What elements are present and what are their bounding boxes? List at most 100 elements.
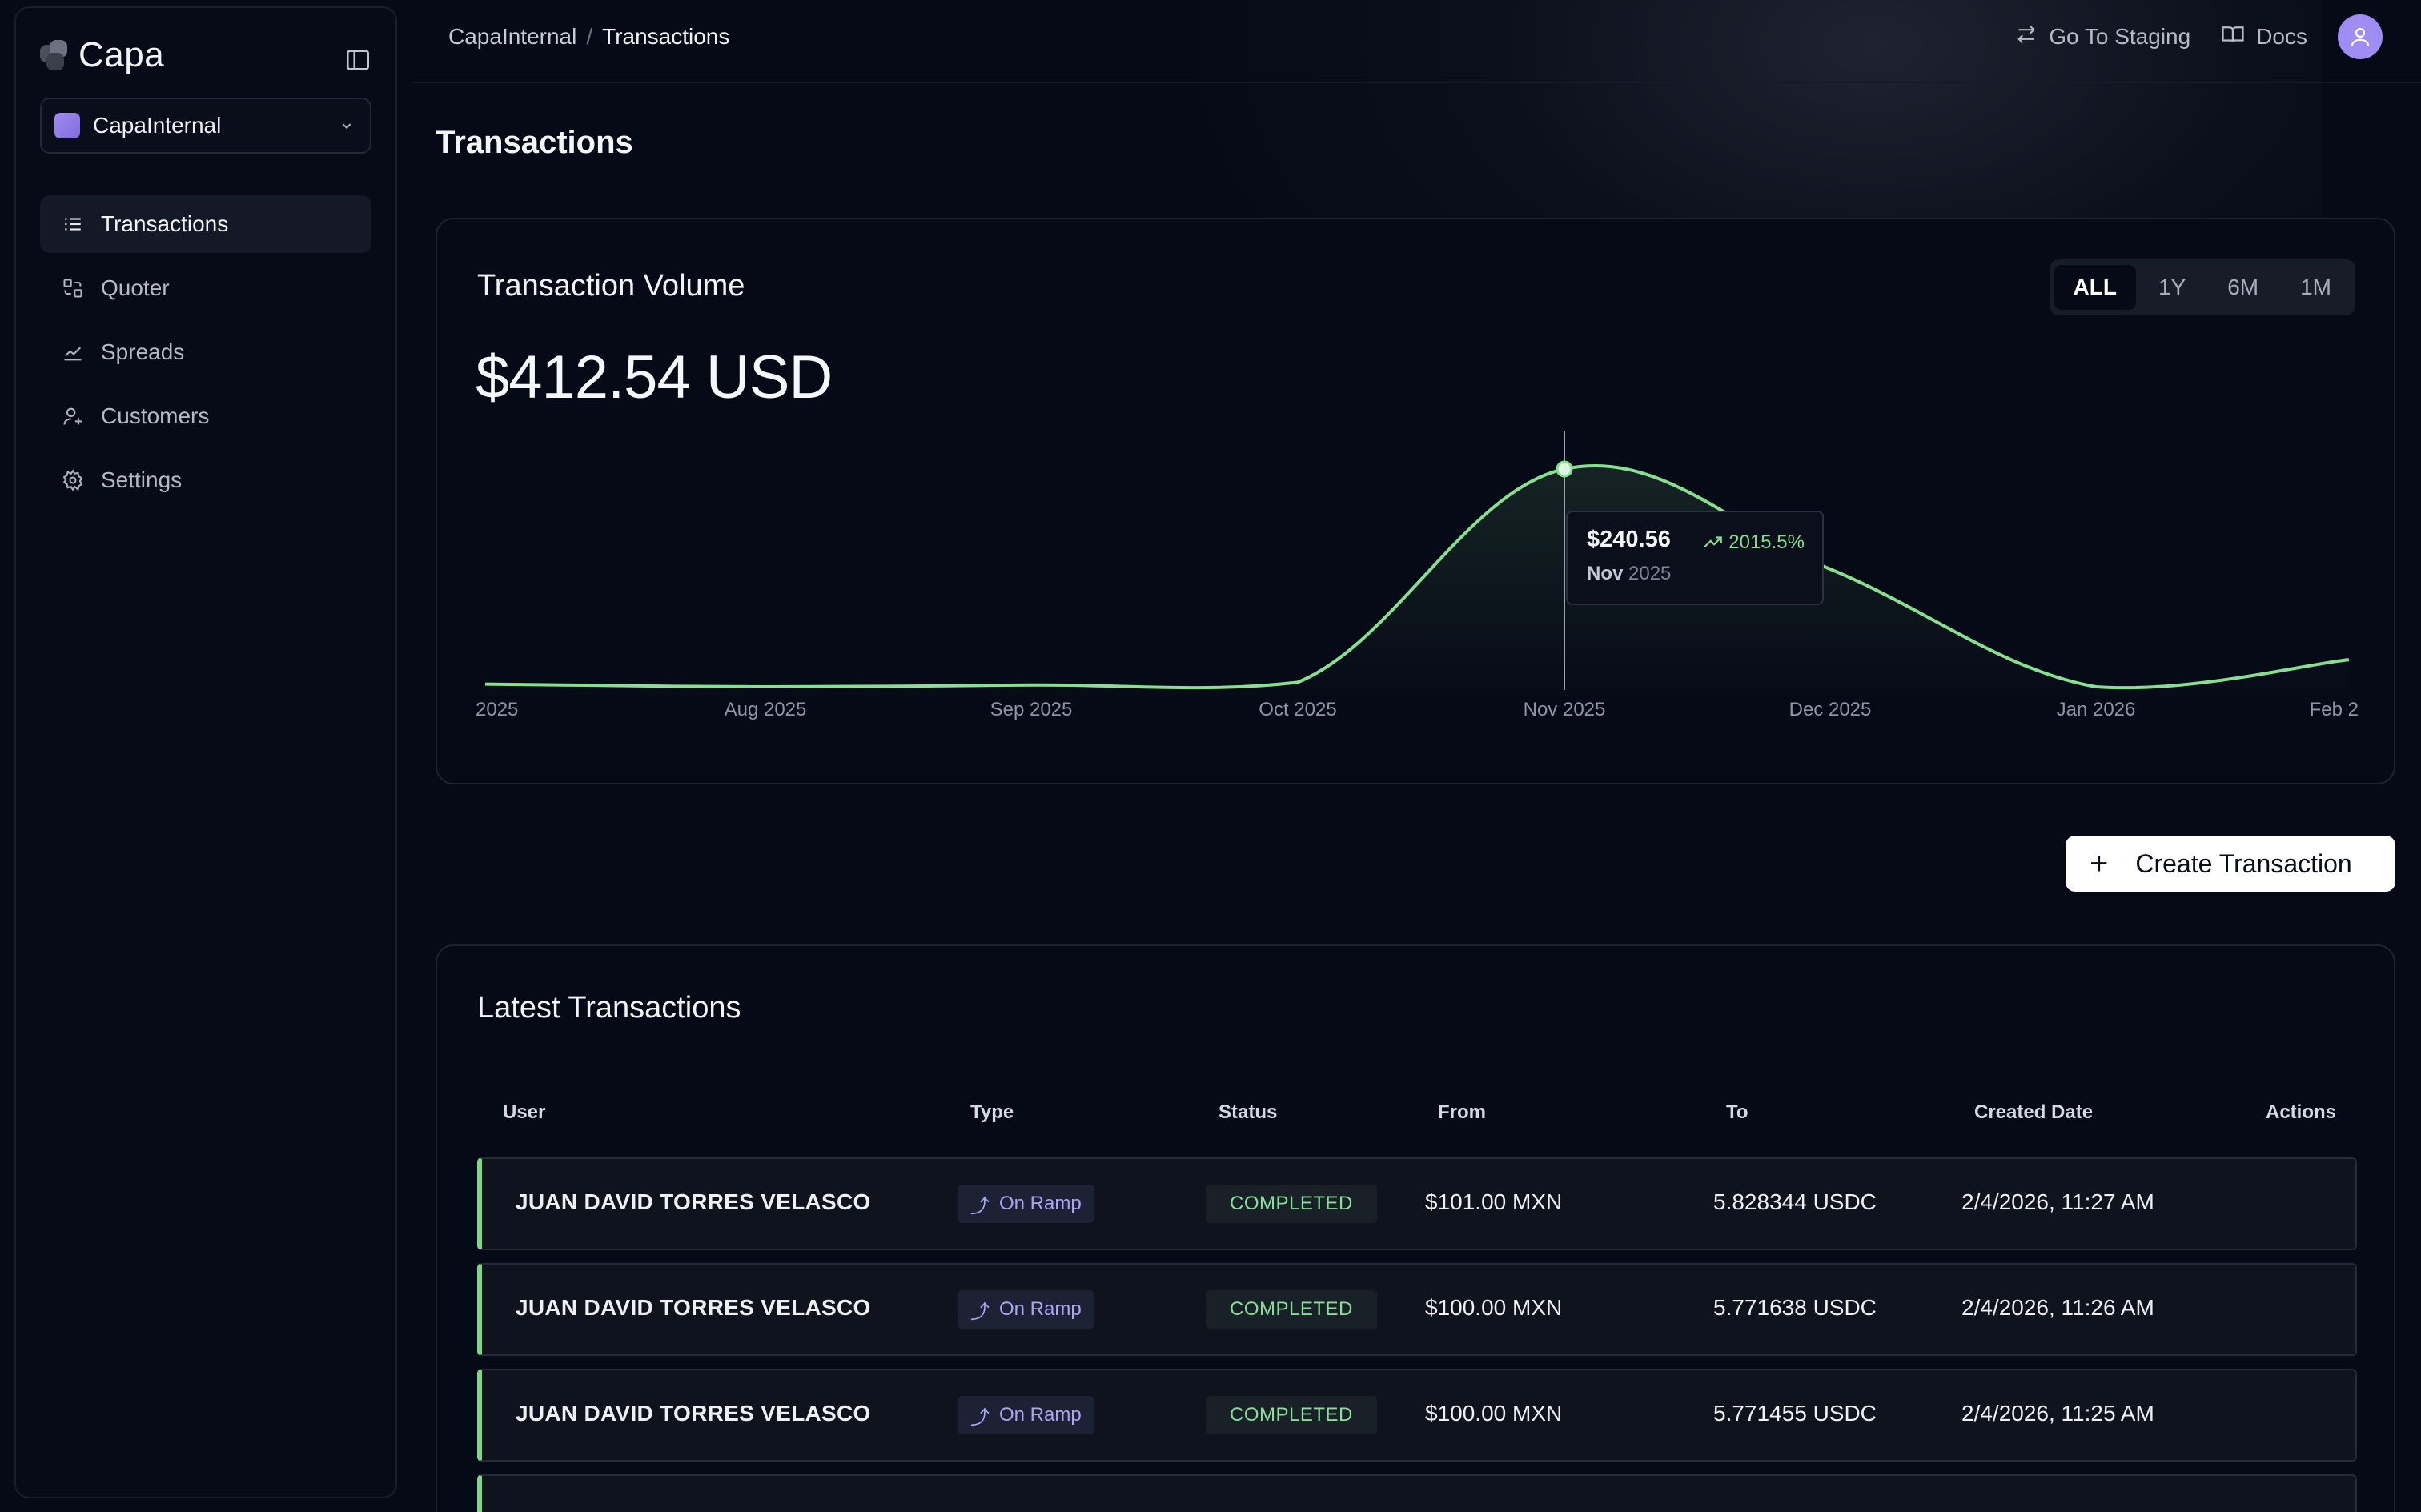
brand-name: Capa	[78, 35, 165, 74]
type-badge: ⤴ On Ramp	[958, 1396, 1094, 1434]
ramp-arrow-icon: ⤴	[970, 1301, 990, 1323]
sidebar-item-customers[interactable]: Customers	[40, 387, 371, 445]
cell-created-date: 2/4/2026, 11:25 AM	[1961, 1401, 2154, 1426]
ramp-arrow-icon: ⤴	[970, 1406, 990, 1429]
user-icon	[2351, 27, 2370, 46]
volume-line	[484, 463, 2350, 690]
type-badge: ⤴ On Ramp	[958, 1290, 1094, 1329]
cell-user: JUAN DAVID TORRES VELASCO	[516, 1401, 871, 1426]
column-header-user: User	[503, 1101, 546, 1123]
sidebar-toggle-icon[interactable]	[344, 46, 371, 74]
status-badge: COMPLETED	[1206, 1185, 1377, 1223]
x-tick-label: 2025	[476, 699, 518, 720]
docs-link[interactable]: Docs	[2221, 22, 2307, 52]
cell-created-date: 2/4/2026, 11:26 AM	[1961, 1295, 2154, 1320]
list-icon	[61, 212, 85, 236]
org-selector[interactable]: CapaInternal	[40, 98, 371, 154]
cell-from: $101.00 MXN	[1425, 1189, 1563, 1214]
cell-created-date: 2/4/2026, 11:27 AM	[1961, 1189, 2154, 1214]
cell-to: 5.771638 USDC	[1713, 1295, 1877, 1320]
create-transaction-label: Create Transaction	[2135, 848, 2352, 878]
transaction-volume-card: Transaction Volume $412.54 USD ALL 1Y 6M…	[436, 218, 2395, 784]
type-label: On Ramp	[999, 1404, 1082, 1426]
user-avatar[interactable]	[2338, 14, 2383, 59]
table-row[interactable]: JUAN DAVID TORRES VELASCO ⤴ On Ramp COMPL…	[477, 1157, 2357, 1250]
quoter-icon	[61, 276, 85, 300]
range-tab-1m[interactable]: 1M	[2300, 275, 2331, 299]
range-tab-6m[interactable]: 6M	[2227, 275, 2259, 299]
tooltip-change: 2015.5%	[1703, 531, 1805, 554]
top-bar: CapaInternal / Transactions Go To Stagin…	[412, 0, 2421, 83]
column-header-status: Status	[1219, 1101, 1278, 1123]
trending-up-icon	[1704, 536, 1723, 548]
x-tick-label: Nov 2025	[1524, 699, 1606, 720]
sidebar-item-label: Transactions	[101, 211, 229, 236]
sidebar: Capa CapaInternal Transactions Quoter S	[14, 6, 397, 1498]
org-name: CapaInternal	[93, 113, 222, 138]
volume-amount: $412.54 USD	[476, 343, 833, 411]
type-label: On Ramp	[999, 1298, 1082, 1320]
breadcrumb-separator: /	[586, 24, 593, 49]
capa-logo-icon	[40, 40, 70, 70]
sidebar-item-quoter[interactable]: Quoter	[40, 259, 371, 317]
highlight-point	[1556, 460, 1573, 478]
sidebar-nav: Transactions Quoter Spreads Customers Se…	[40, 195, 371, 515]
cell-from: $100.00 MXN	[1425, 1295, 1563, 1320]
x-tick-label: Feb 2	[2310, 699, 2359, 720]
range-tab-1y[interactable]: 1Y	[2158, 275, 2186, 299]
breadcrumb-current: Transactions	[602, 24, 730, 49]
type-label: On Ramp	[999, 1193, 1082, 1214]
table-row[interactable]: JUAN DAVID TORRES VELASCO ⤴ On Ramp COMPL…	[477, 1263, 2357, 1356]
tooltip-year: 2025	[1628, 563, 1672, 584]
org-avatar	[54, 113, 80, 138]
brand[interactable]: Capa	[40, 35, 164, 75]
sidebar-item-label: Spreads	[101, 339, 185, 364]
range-tabs: ALL 1Y 6M 1M	[2049, 259, 2355, 315]
chevron-down-icon	[338, 117, 355, 138]
table-row[interactable]	[477, 1474, 2357, 1512]
top-actions: Go To Staging Docs	[2015, 14, 2383, 59]
sidebar-item-spreads[interactable]: Spreads	[40, 323, 371, 381]
column-header-from: From	[1438, 1101, 1486, 1123]
status-badge: COMPLETED	[1206, 1290, 1377, 1329]
cell-from: $100.00 MXN	[1425, 1401, 1563, 1426]
volume-chart[interactable]: 2025 Aug 2025 Sep 2025 Oct 2025 Nov 2025 Dec …	[437, 219, 2394, 783]
x-tick-label: Dec 2025	[1789, 699, 1872, 720]
chart-line-icon	[61, 340, 85, 364]
create-transaction-button[interactable]: + Create Transaction	[2066, 836, 2395, 892]
sidebar-item-label: Settings	[101, 467, 183, 492]
sidebar-item-settings[interactable]: Settings	[40, 451, 371, 509]
table-header: User Type Status From To Created Date Ac…	[477, 1101, 2357, 1133]
cell-to: 5.828344 USDC	[1713, 1189, 1877, 1214]
page-title: Transactions	[436, 125, 633, 160]
transactions-title: Latest Transactions	[477, 991, 741, 1025]
tooltip-change-value: 2015.5%	[1728, 531, 1805, 553]
table-row[interactable]: JUAN DAVID TORRES VELASCO ⤴ On Ramp COMPL…	[477, 1369, 2357, 1462]
breadcrumb-org[interactable]: CapaInternal	[448, 24, 577, 49]
x-tick-label: Oct 2025	[1259, 699, 1336, 720]
swap-arrows-icon	[2015, 23, 2038, 51]
plus-icon: +	[2090, 846, 2109, 881]
gear-icon	[61, 468, 85, 492]
chart-tooltip: $240.56 2015.5% Nov 2025	[1566, 511, 1824, 605]
book-icon	[2221, 22, 2245, 52]
ramp-arrow-icon: ⤴	[970, 1195, 990, 1217]
tooltip-month: Nov	[1587, 563, 1624, 584]
sidebar-item-label: Customers	[101, 403, 210, 428]
cell-to: 5.771455 USDC	[1713, 1401, 1877, 1426]
docs-label: Docs	[2256, 24, 2307, 49]
x-tick-label: Jan 2026	[2057, 699, 2136, 720]
column-header-created-date: Created Date	[1974, 1101, 2094, 1123]
sidebar-item-label: Quoter	[101, 275, 170, 300]
tooltip-value: $240.56	[1587, 527, 1671, 552]
column-header-to: To	[1726, 1101, 1748, 1123]
range-tab-all[interactable]: ALL	[2054, 265, 2136, 310]
cell-user: JUAN DAVID TORRES VELASCO	[516, 1189, 871, 1214]
breadcrumb: CapaInternal / Transactions	[448, 24, 729, 50]
sidebar-item-transactions[interactable]: Transactions	[40, 195, 371, 253]
volume-title: Transaction Volume	[477, 269, 745, 303]
type-badge: ⤴ On Ramp	[958, 1185, 1094, 1223]
tooltip-date: Nov 2025	[1587, 563, 1803, 585]
x-tick-label: Sep 2025	[990, 699, 1073, 720]
go-to-staging-link[interactable]: Go To Staging	[2015, 23, 2190, 51]
